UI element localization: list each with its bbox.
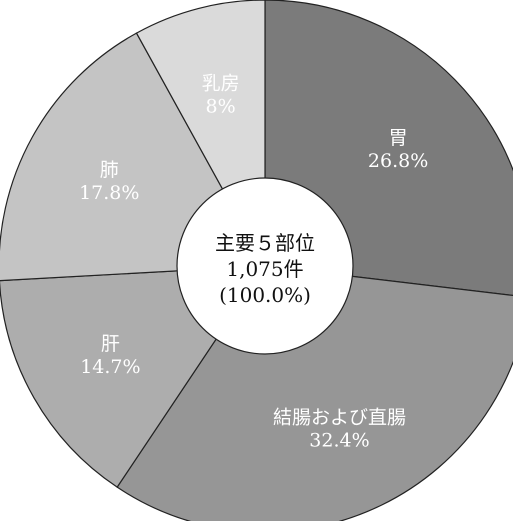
slice-name-label: 乳房 (202, 73, 240, 95)
slice-name-label: 肺 (100, 159, 119, 181)
slice-value-label: 8% (206, 96, 236, 118)
slice-name-label: 結腸および直腸 (273, 407, 406, 429)
center-label-line3: (100.0%) (219, 283, 311, 307)
slice-name-label: 胃 (389, 127, 408, 149)
slice-value-label: 17.8% (79, 182, 139, 204)
center-label-line1: 主要５部位 (215, 231, 315, 255)
center-label-line2: 1,075件 (226, 257, 303, 281)
pie-slice-1 (116, 265, 513, 521)
slice-value-label: 26.8% (368, 150, 428, 172)
slice-value-label: 14.7% (80, 356, 140, 378)
slice-name-label: 肝 (101, 333, 120, 355)
slice-value-label: 32.4% (309, 430, 369, 452)
center-hole (176, 177, 354, 355)
